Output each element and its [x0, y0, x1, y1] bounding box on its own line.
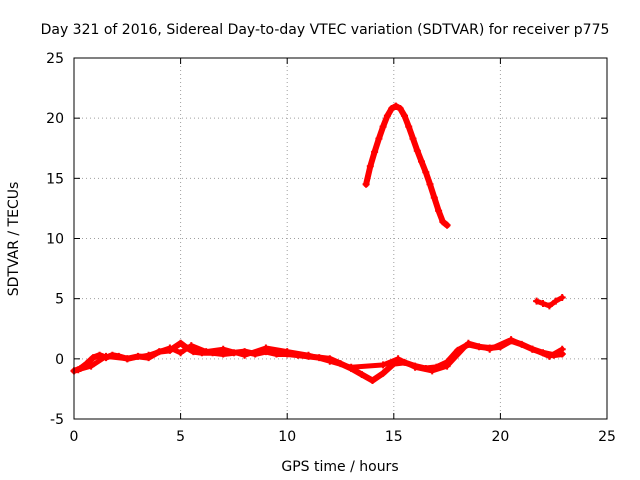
data-point: [558, 345, 566, 353]
data-point: [87, 362, 95, 370]
data-point: [411, 363, 419, 371]
data-point: [219, 345, 227, 353]
data-point: [375, 135, 383, 143]
y-tick-label: 5: [55, 292, 64, 308]
data-point: [358, 371, 366, 378]
x-tick-label: 5: [176, 429, 185, 445]
data-point: [443, 362, 451, 370]
y-tick-label: 25: [46, 51, 64, 67]
x-tick-label: 10: [278, 429, 296, 445]
data-point: [189, 348, 197, 356]
x-axis-label: GPS time / hours: [281, 459, 398, 475]
y-tick-label: -5: [50, 412, 64, 428]
data-point: [89, 354, 97, 362]
data-point: [145, 351, 153, 359]
data-point: [347, 363, 355, 371]
data-point: [405, 123, 413, 131]
y-tick-label: 0: [55, 352, 64, 368]
data-point: [177, 339, 185, 347]
grid: [74, 58, 607, 419]
data-point: [533, 297, 541, 305]
data-point: [102, 352, 110, 360]
data-point: [177, 349, 185, 357]
data-point: [545, 302, 553, 310]
data-point: [379, 361, 387, 369]
data-point: [545, 352, 553, 360]
data-point: [409, 135, 417, 143]
x-tick-label: 20: [491, 429, 509, 445]
data-point: [428, 367, 436, 375]
data-point: [262, 344, 270, 352]
data-point: [383, 112, 391, 120]
y-tick-label: 15: [46, 171, 64, 187]
data-series: [70, 102, 566, 384]
data-point: [392, 102, 400, 110]
data-point: [507, 336, 515, 344]
data-point: [379, 369, 387, 377]
x-tick-label: 0: [70, 429, 79, 445]
data-point: [187, 342, 195, 350]
data-point: [96, 351, 104, 359]
series-line: [363, 103, 451, 229]
data-point: [552, 297, 560, 305]
data-point: [426, 180, 434, 188]
data-point: [366, 162, 374, 170]
data-point: [439, 218, 447, 226]
data-point: [443, 221, 451, 229]
x-tick-label: 25: [598, 429, 616, 445]
series-4: [533, 294, 566, 310]
data-point: [362, 180, 370, 188]
data-point: [558, 294, 566, 301]
data-point: [394, 355, 402, 363]
data-point: [305, 351, 312, 359]
data-point: [486, 345, 494, 353]
data-point: [123, 355, 131, 363]
data-point: [379, 123, 387, 131]
y-tick-label: 20: [46, 111, 64, 127]
x-tick-label: 15: [385, 429, 403, 445]
data-point: [369, 377, 376, 384]
data-point: [464, 339, 472, 347]
y-tick-label: 10: [46, 232, 64, 248]
series-2: [74, 336, 566, 375]
data-point: [413, 147, 421, 155]
data-point: [202, 348, 210, 356]
data-point: [388, 105, 396, 112]
data-point: [401, 112, 408, 120]
data-point: [430, 194, 438, 202]
data-point: [418, 158, 425, 165]
chart-title: Day 321 of 2016, Sidereal Day-to-day VTE…: [41, 22, 610, 38]
data-point: [371, 148, 379, 156]
data-point: [326, 357, 334, 365]
data-point: [74, 366, 82, 374]
data-point: [166, 344, 174, 352]
data-point: [241, 351, 249, 359]
y-axis-label: SDTVAR / TECUs: [6, 182, 22, 297]
data-point: [396, 105, 404, 112]
data-point: [422, 168, 430, 176]
data-point: [435, 207, 443, 215]
data-point: [283, 348, 291, 356]
series-1: [70, 337, 566, 384]
data-point: [539, 300, 547, 307]
axis-ticks: 0 5 10 15 20 25 -5 0 5 10 15 20 25: [46, 51, 616, 445]
data-point: [528, 345, 536, 353]
series-3: [362, 102, 451, 229]
